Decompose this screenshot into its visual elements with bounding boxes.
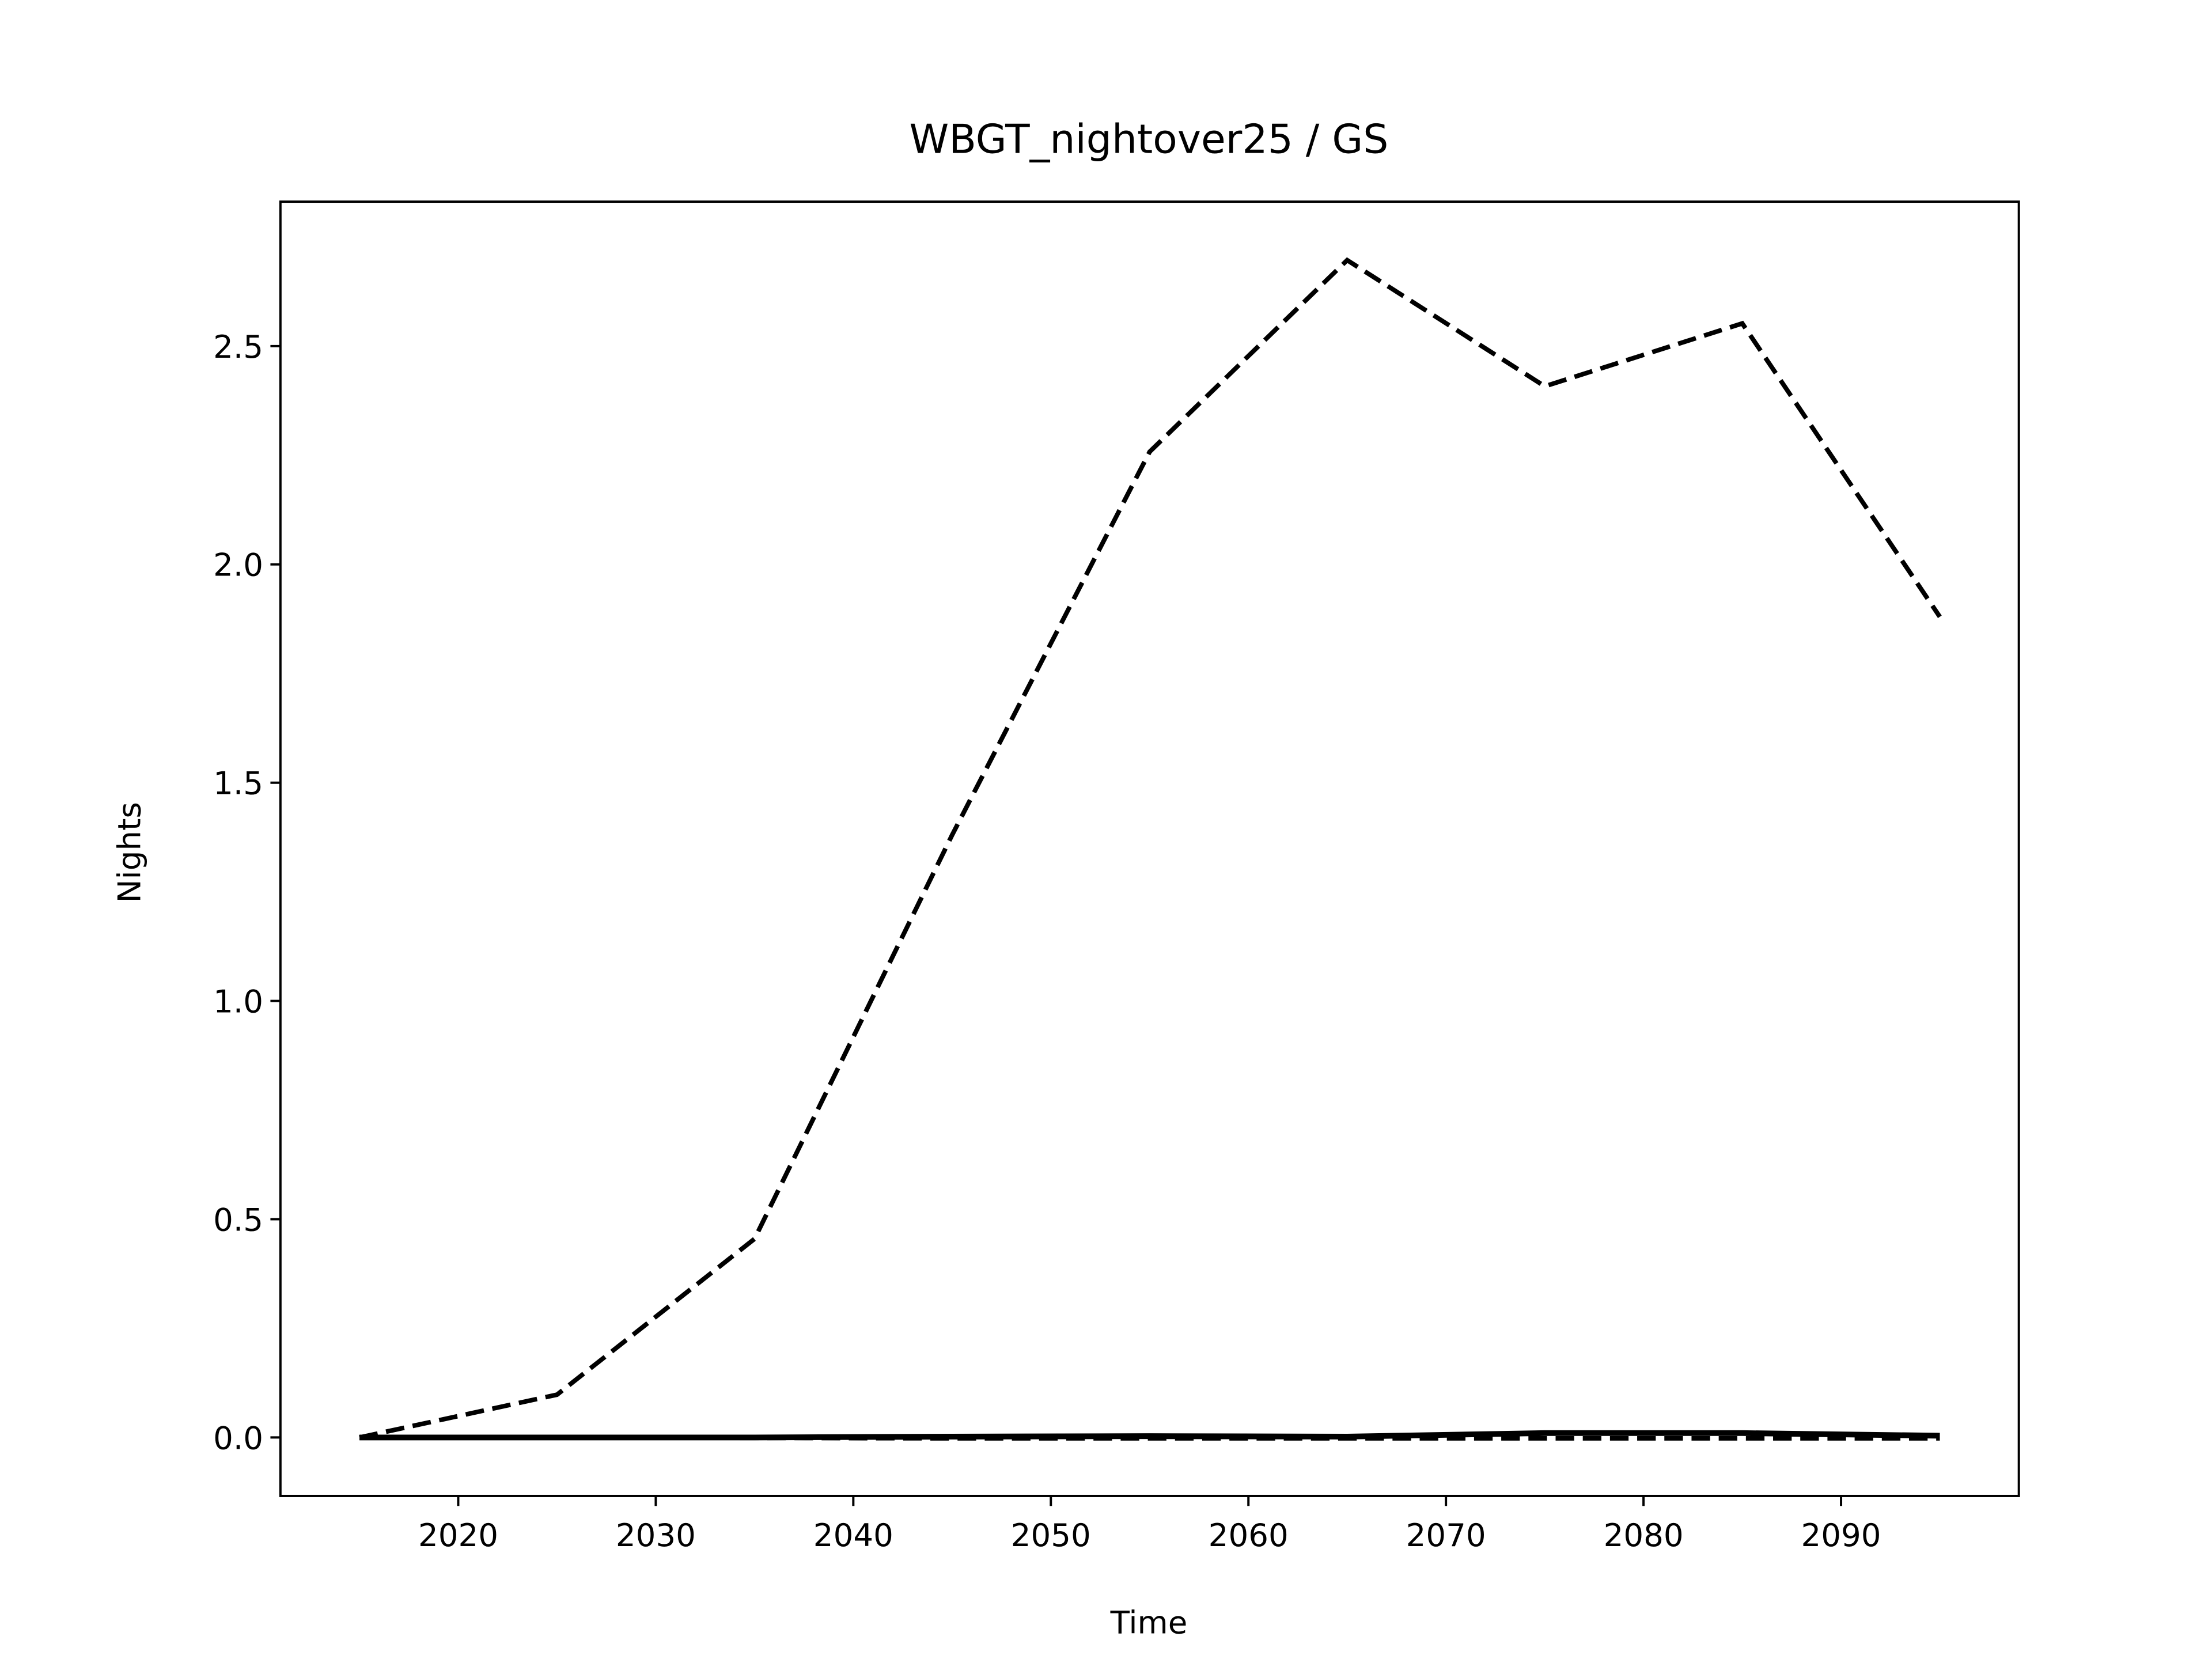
x-tick-label: 2040 (813, 1517, 893, 1554)
x-tick-label: 2050 (1011, 1517, 1091, 1554)
x-tick-label: 2070 (1406, 1517, 1486, 1554)
y-tick-label: 1.0 (213, 983, 263, 1020)
x-tick-label: 2080 (1604, 1517, 1684, 1554)
x-tick-label: 2020 (418, 1517, 498, 1554)
y-tick-label: 2.5 (213, 328, 263, 365)
plot-frame (279, 200, 2020, 1497)
data-line (359, 257, 1942, 1440)
x-tick-label: 2030 (616, 1517, 696, 1554)
x-axis-label: Time (1110, 1604, 1188, 1641)
x-tick-label: 2060 (1209, 1517, 1289, 1554)
chart-title: WBGT_nightover25 / GS (910, 116, 1389, 163)
y-tick-label: 2.0 (213, 547, 263, 584)
y-tick-label: 0.0 (213, 1419, 263, 1456)
x-tick-label: 2090 (1801, 1517, 1881, 1554)
y-axis-label: Nights (111, 802, 147, 903)
data-line (359, 1435, 1940, 1441)
y-tick-label: 1.5 (213, 765, 263, 802)
y-tick-label: 0.5 (213, 1201, 263, 1238)
